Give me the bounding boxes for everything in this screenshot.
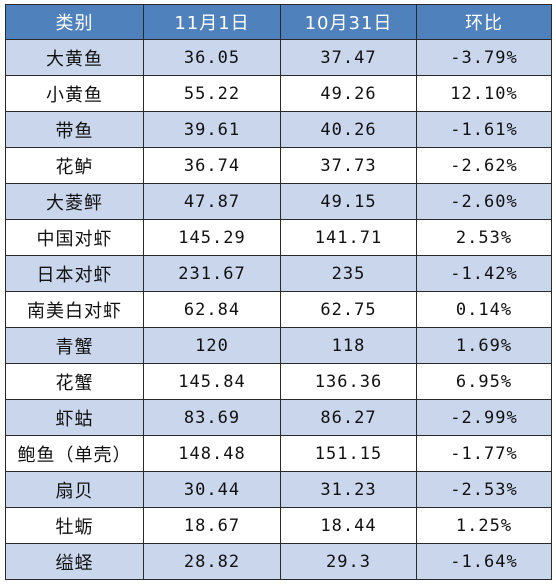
cell-category: 缢蛏	[5, 543, 144, 580]
cell-oct31-price: 49.15	[280, 183, 417, 220]
table-body: 大黄鱼 36.05 37.47 -3.79% 小黄鱼 55.22 49.26 12.10% 带鱼…	[5, 39, 552, 580]
cell-oct31-price: 118	[280, 327, 417, 364]
table-row: 牡蛎 18.67 18.44 1.25%	[5, 507, 552, 544]
cell-category: 南美白对虾	[5, 291, 144, 328]
cell-change: 6.95%	[416, 363, 552, 400]
table-row: 花蟹 145.84 136.36 6.95%	[5, 363, 552, 400]
cell-category: 牡蛎	[5, 507, 144, 544]
price-table: 类别 11月1日 10月31日 环比 大黄鱼 36.05 37.47 -3.79% 小黄…	[5, 4, 552, 580]
table-row: 青蟹 120 118 1.69%	[5, 327, 552, 364]
table-row: 中国对虾 145.29 141.71 2.53%	[5, 219, 552, 256]
cell-category: 大黄鱼	[5, 39, 144, 76]
cell-change: -3.79%	[416, 39, 552, 76]
cell-oct31-price: 49.26	[280, 75, 417, 112]
cell-category: 花鲈	[5, 147, 144, 184]
table-row: 缢蛏 28.82 29.3 -1.64%	[5, 543, 552, 580]
cell-change: 2.53%	[416, 219, 552, 256]
cell-nov1-price: 18.67	[143, 507, 281, 544]
cell-category: 带鱼	[5, 111, 144, 148]
cell-oct31-price: 31.23	[280, 471, 417, 508]
cell-nov1-price: 83.69	[143, 399, 281, 436]
cell-nov1-price: 28.82	[143, 543, 281, 580]
cell-oct31-price: 141.71	[280, 219, 417, 256]
cell-change: 1.25%	[416, 507, 552, 544]
cell-oct31-price: 86.27	[280, 399, 417, 436]
cell-oct31-price: 62.75	[280, 291, 417, 328]
cell-change: -1.64%	[416, 543, 552, 580]
cell-change: -1.77%	[416, 435, 552, 472]
cell-nov1-price: 55.22	[143, 75, 281, 112]
cell-oct31-price: 151.15	[280, 435, 417, 472]
header-row: 类别 11月1日 10月31日 环比	[5, 4, 552, 40]
cell-nov1-price: 36.05	[143, 39, 281, 76]
cell-category: 扇贝	[5, 471, 144, 508]
table-row: 花鲈 36.74 37.73 -2.62%	[5, 147, 552, 184]
cell-nov1-price: 39.61	[143, 111, 281, 148]
cell-nov1-price: 62.84	[143, 291, 281, 328]
cell-nov1-price: 231.67	[143, 255, 281, 292]
cell-oct31-price: 40.26	[280, 111, 417, 148]
table-header: 类别 11月1日 10月31日 环比	[5, 4, 552, 40]
table-row: 大黄鱼 36.05 37.47 -3.79%	[5, 39, 552, 76]
cell-oct31-price: 18.44	[280, 507, 417, 544]
cell-category: 青蟹	[5, 327, 144, 364]
cell-oct31-price: 136.36	[280, 363, 417, 400]
cell-category: 中国对虾	[5, 219, 144, 256]
cell-oct31-price: 235	[280, 255, 417, 292]
cell-change: 1.69%	[416, 327, 552, 364]
cell-change: -2.99%	[416, 399, 552, 436]
cell-oct31-price: 37.47	[280, 39, 417, 76]
cell-category: 日本对虾	[5, 255, 144, 292]
table-row: 扇贝 30.44 31.23 -2.53%	[5, 471, 552, 508]
cell-nov1-price: 148.48	[143, 435, 281, 472]
cell-oct31-price: 29.3	[280, 543, 417, 580]
table-row: 大菱鲆 47.87 49.15 -2.60%	[5, 183, 552, 220]
cell-category: 大菱鲆	[5, 183, 144, 220]
cell-nov1-price: 145.29	[143, 219, 281, 256]
cell-category: 小黄鱼	[5, 75, 144, 112]
cell-category: 鲍鱼（单壳）	[5, 435, 144, 472]
header-change: 环比	[416, 4, 552, 40]
price-table-container: 类别 11月1日 10月31日 环比 大黄鱼 36.05 37.47 -3.79% 小黄…	[5, 4, 552, 582]
cell-category: 花蟹	[5, 363, 144, 400]
table-row: 虾蛄 83.69 86.27 -2.99%	[5, 399, 552, 436]
cell-category: 虾蛄	[5, 399, 144, 436]
cell-change: -2.62%	[416, 147, 552, 184]
cell-nov1-price: 145.84	[143, 363, 281, 400]
table-row: 日本对虾 231.67 235 -1.42%	[5, 255, 552, 292]
cell-nov1-price: 47.87	[143, 183, 281, 220]
table-row: 小黄鱼 55.22 49.26 12.10%	[5, 75, 552, 112]
cell-oct31-price: 37.73	[280, 147, 417, 184]
cell-change: -1.42%	[416, 255, 552, 292]
cell-change: 12.10%	[416, 75, 552, 112]
cell-change: 0.14%	[416, 291, 552, 328]
cell-change: -2.60%	[416, 183, 552, 220]
table-row: 鲍鱼（单壳） 148.48 151.15 -1.77%	[5, 435, 552, 472]
header-oct31: 10月31日	[280, 4, 417, 40]
cell-nov1-price: 36.74	[143, 147, 281, 184]
table-row: 带鱼 39.61 40.26 -1.61%	[5, 111, 552, 148]
cell-change: -2.53%	[416, 471, 552, 508]
cell-nov1-price: 30.44	[143, 471, 281, 508]
cell-change: -1.61%	[416, 111, 552, 148]
header-nov1: 11月1日	[143, 4, 281, 40]
header-category: 类别	[5, 4, 144, 40]
table-row: 南美白对虾 62.84 62.75 0.14%	[5, 291, 552, 328]
cell-nov1-price: 120	[143, 327, 281, 364]
